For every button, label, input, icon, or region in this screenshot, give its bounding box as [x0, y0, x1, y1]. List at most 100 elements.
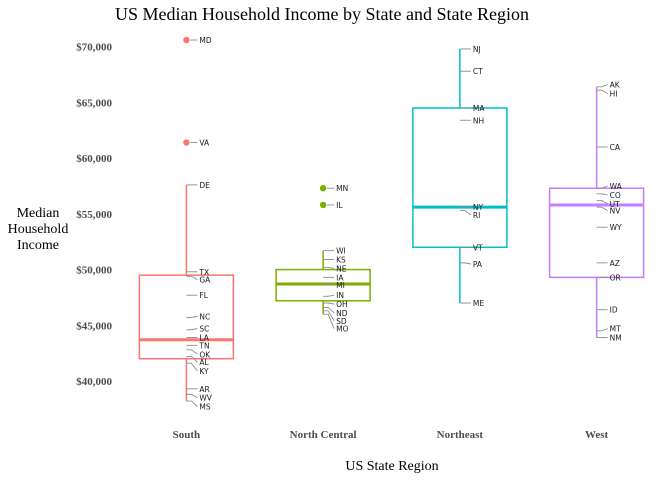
- label-leader-line: [323, 310, 335, 322]
- outlier-point: [183, 36, 190, 44]
- chart-title: US Median Household Income by State and …: [115, 4, 529, 24]
- state-label-il: IL: [336, 201, 343, 210]
- state-label-ok: OK: [199, 350, 211, 359]
- state-label-ar: AR: [199, 385, 209, 394]
- label-leader-line: [186, 362, 198, 372]
- box-iqr: [138, 274, 235, 360]
- state-label-de: DE: [199, 181, 210, 190]
- box-south: [138, 184, 235, 402]
- box-north-central: [275, 250, 371, 315]
- state-label-tn: TN: [198, 341, 209, 350]
- state-label-nh: NH: [473, 116, 484, 125]
- outlier-point: [319, 185, 327, 192]
- label-leader-line: [596, 89, 608, 94]
- state-label-pa: PA: [473, 260, 483, 269]
- outlier-point: [319, 201, 327, 209]
- y-tick-label: $60,000: [76, 153, 112, 165]
- label-leader-line: [186, 275, 198, 280]
- state-label-md: MD: [199, 36, 211, 45]
- label-leader-line: [596, 84, 608, 88]
- state-label-nv: NV: [610, 207, 622, 216]
- state-label-nm: NM: [610, 334, 622, 343]
- state-label-ri: RI: [473, 211, 480, 220]
- label-leader-line: [323, 283, 335, 286]
- label-leader-line: [596, 200, 608, 205]
- state-label-ma: MA: [473, 104, 485, 113]
- state-label-mt: MT: [610, 325, 621, 334]
- state-label-ky: KY: [199, 367, 209, 376]
- y-tick-label: $50,000: [76, 265, 112, 277]
- box-iqr: [548, 187, 645, 279]
- label-leader-line: [323, 266, 335, 269]
- state-label-ms: MS: [199, 403, 210, 412]
- state-label-la: LA: [199, 334, 209, 343]
- y-axis-title-line-3: Income: [17, 238, 59, 253]
- state-label-vt: VT: [473, 243, 483, 252]
- label-leader-line: [596, 328, 608, 332]
- label-leader-line: [596, 185, 608, 189]
- label-leader-line: [186, 400, 198, 407]
- state-label-ks: KS: [336, 256, 346, 265]
- label-leader-line: [186, 328, 198, 331]
- state-label-wy: WY: [610, 223, 622, 232]
- state-label-sd: SD: [336, 317, 347, 326]
- state-label-oh: OH: [336, 300, 348, 309]
- state-label-ca: CA: [610, 143, 621, 152]
- state-label-nj: NJ: [473, 45, 481, 54]
- x-axis-title: US State Region: [345, 459, 438, 474]
- y-tick-label: $40,000: [76, 376, 112, 388]
- state-label-id: ID: [610, 306, 618, 315]
- label-leader-line: [459, 262, 471, 265]
- label-leader-line: [186, 393, 198, 399]
- box-west: [548, 86, 645, 338]
- label-leader-line: [186, 349, 198, 355]
- outlier-layer: MD VA MN IL: [183, 36, 348, 210]
- x-tick-label: North Central: [290, 429, 357, 441]
- y-axis-title-line-1: Median: [17, 206, 60, 221]
- outlier-point: [183, 139, 190, 146]
- state-label-mo: MO: [336, 325, 348, 334]
- state-label-al: AL: [199, 358, 209, 367]
- x-tick-label: South: [173, 429, 201, 441]
- box-layer: [138, 48, 645, 402]
- label-leader-line: [459, 210, 472, 216]
- state-label-wi: WI: [336, 247, 346, 256]
- label-leader-line: [323, 294, 335, 297]
- state-label-hi: HI: [610, 90, 618, 99]
- state-label-in: IN: [336, 291, 344, 300]
- state-label-va: VA: [199, 139, 210, 148]
- y-tick-label: $55,000: [76, 209, 112, 221]
- state-label-ak: AK: [610, 81, 621, 90]
- state-label-ny: NY: [473, 203, 484, 212]
- label-leader-line: [186, 356, 198, 363]
- state-label-nc: NC: [199, 312, 210, 321]
- label-leader-line: [186, 315, 198, 318]
- state-label-or: OR: [610, 273, 621, 282]
- state-label-fl: FL: [199, 291, 208, 300]
- state-label-wa: WA: [610, 182, 623, 191]
- y-axis-title-line-2: Household: [8, 222, 69, 237]
- label-leader-line: [323, 313, 335, 329]
- state-label-me: ME: [473, 299, 484, 308]
- box-northeast: [412, 48, 508, 303]
- state-label-ne: NE: [336, 264, 347, 273]
- box-iqr: [412, 107, 508, 249]
- state-label-ut: UT: [610, 200, 620, 209]
- state-label-wv: WV: [199, 394, 212, 403]
- label-leader-line: [323, 307, 335, 314]
- state-label-az: AZ: [610, 259, 620, 268]
- state-label-ct: CT: [473, 67, 483, 76]
- label-leader-line: [596, 193, 608, 196]
- state-label-tx: TX: [198, 268, 209, 277]
- x-tick-label: West: [585, 429, 609, 441]
- state-label-nd: ND: [336, 309, 348, 318]
- y-tick-label: $45,000: [76, 320, 112, 332]
- state-label-mi: MI: [336, 281, 345, 290]
- label-leader-line: [596, 206, 608, 211]
- y-tick-label: $65,000: [76, 97, 112, 109]
- y-tick-label: $70,000: [76, 42, 112, 54]
- state-label-ia: IA: [336, 273, 344, 282]
- state-label-mn: MN: [336, 184, 348, 193]
